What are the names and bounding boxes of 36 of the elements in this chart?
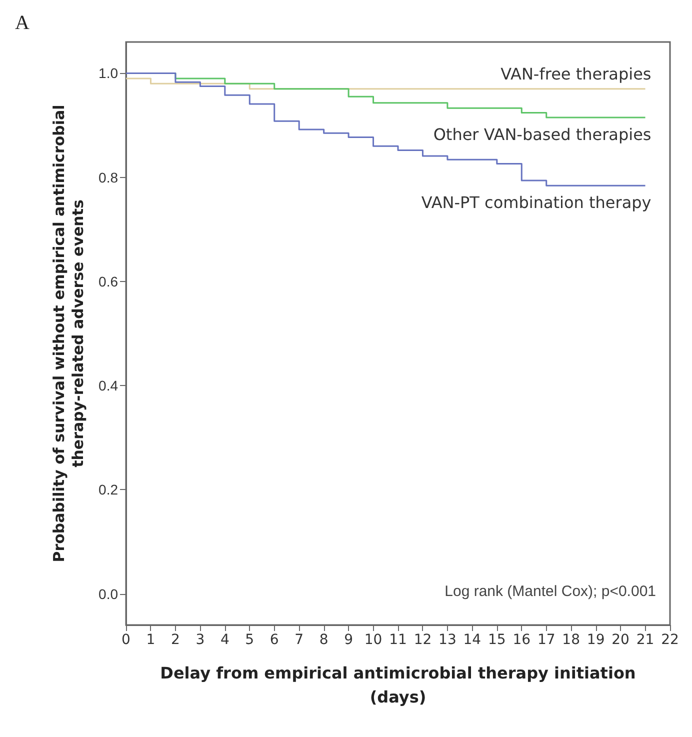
- chart-title: A: [15, 12, 30, 34]
- x-tick-label: 2: [170, 632, 180, 648]
- y-tick-label: 0.8: [98, 169, 118, 186]
- x-tick-label: 1: [146, 632, 156, 648]
- x-tick-label: 6: [270, 632, 279, 648]
- series-label: VAN-PT combination therapy: [421, 193, 652, 212]
- x-tick-label: 18: [562, 632, 580, 648]
- x-tick-label: 11: [389, 632, 407, 648]
- x-axis-title: Delay from empirical antimicrobial therapy initiation (days): [160, 664, 636, 706]
- x-tick-label: 4: [220, 632, 230, 648]
- x-tick-label: 9: [344, 632, 354, 648]
- x-tick-label: 12: [414, 632, 432, 648]
- x-tick-label: 0: [122, 632, 130, 648]
- x-tick-label: 16: [512, 632, 531, 648]
- y-tick-label: 1.0: [98, 65, 118, 82]
- x-tick-label: 3: [196, 632, 205, 648]
- x-tick-label: 21: [636, 632, 654, 648]
- y-tick-label: 0.6: [98, 273, 118, 290]
- x-tick-label: 10: [364, 632, 382, 648]
- x-tick-label: 19: [586, 632, 605, 648]
- y-tick-label: 0.0: [98, 586, 118, 602]
- x-tick-label: 22: [661, 632, 679, 648]
- x-tick-label: 5: [245, 632, 254, 648]
- series-label: VAN-free therapies: [500, 64, 652, 84]
- x-tick-label: 7: [294, 632, 304, 648]
- x-tick-label: 13: [438, 632, 456, 648]
- x-tick-label: 20: [612, 632, 630, 648]
- series-label: Other VAN-based therapies: [433, 124, 652, 144]
- y-tick-label: 0.4: [98, 378, 118, 394]
- x-tick-label: 14: [463, 632, 482, 648]
- y-tick-label: 0.2: [98, 482, 118, 498]
- annotation: Log rank (Mantel Cox); p<0.001: [444, 583, 656, 600]
- x-tick-label: 17: [537, 632, 556, 648]
- y-axis-title: Probability of survival without empirical antimicrobial therapy-related adverse events: [50, 104, 88, 562]
- x-tick-label: 8: [319, 632, 328, 648]
- x-tick-label: 15: [488, 632, 506, 648]
